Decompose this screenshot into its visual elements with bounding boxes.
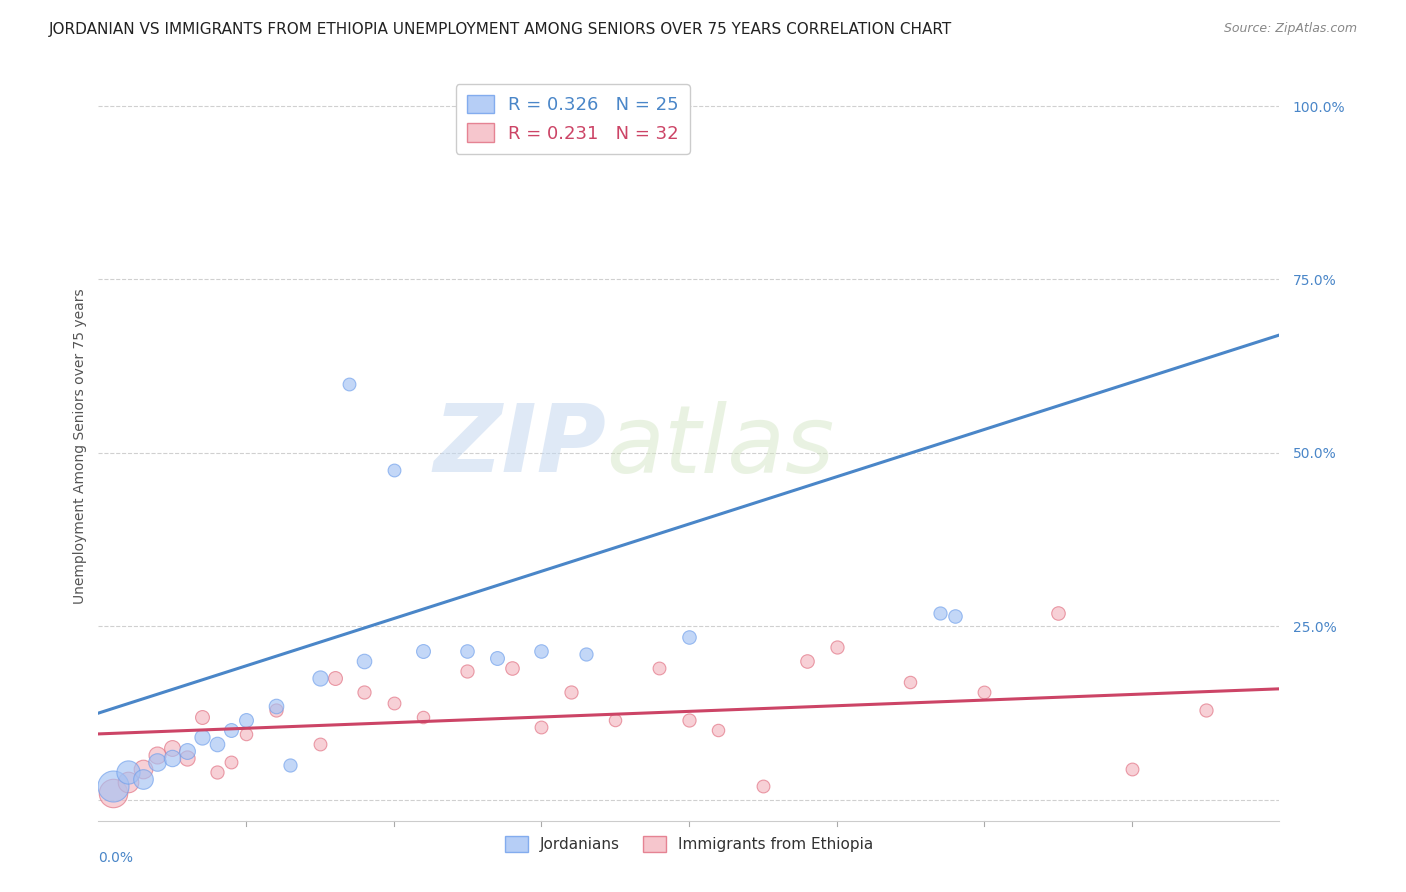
- Point: [560, 685, 582, 699]
- Point: [176, 744, 198, 758]
- Text: JORDANIAN VS IMMIGRANTS FROM ETHIOPIA UNEMPLOYMENT AMONG SENIORS OVER 75 YEARS C: JORDANIAN VS IMMIGRANTS FROM ETHIOPIA UN…: [49, 22, 952, 37]
- Point: [796, 654, 818, 668]
- Point: [339, 376, 361, 391]
- Point: [176, 751, 198, 765]
- Point: [221, 723, 243, 738]
- Point: [191, 731, 214, 745]
- Point: [1121, 762, 1143, 776]
- Point: [1046, 606, 1070, 620]
- Point: [323, 672, 346, 686]
- Point: [412, 643, 434, 657]
- Point: [309, 737, 332, 751]
- Point: [117, 765, 139, 780]
- Text: ZIP: ZIP: [433, 400, 606, 492]
- Point: [191, 709, 214, 723]
- Text: Source: ZipAtlas.com: Source: ZipAtlas.com: [1223, 22, 1357, 36]
- Point: [162, 751, 183, 765]
- Point: [752, 779, 775, 793]
- Y-axis label: Unemployment Among Seniors over 75 years: Unemployment Among Seniors over 75 years: [73, 288, 87, 604]
- Point: [575, 647, 598, 661]
- Point: [707, 723, 730, 738]
- Point: [530, 720, 553, 734]
- Point: [501, 661, 523, 675]
- Point: [162, 740, 183, 755]
- Point: [678, 630, 700, 644]
- Point: [973, 685, 995, 699]
- Text: atlas: atlas: [606, 401, 835, 491]
- Point: [205, 765, 228, 780]
- Point: [1195, 703, 1218, 717]
- Point: [309, 672, 332, 686]
- Point: [382, 463, 405, 477]
- Point: [825, 640, 848, 655]
- Point: [132, 772, 155, 786]
- Point: [678, 713, 700, 727]
- Point: [900, 674, 922, 689]
- Point: [146, 747, 169, 762]
- Point: [103, 786, 125, 800]
- Point: [648, 661, 671, 675]
- Point: [412, 709, 434, 723]
- Point: [530, 643, 553, 657]
- Legend: Jordanians, Immigrants from Ethiopia: Jordanians, Immigrants from Ethiopia: [499, 830, 879, 858]
- Point: [280, 758, 302, 772]
- Point: [221, 755, 243, 769]
- Point: [235, 727, 257, 741]
- Point: [353, 685, 375, 699]
- Point: [457, 643, 479, 657]
- Point: [146, 755, 169, 769]
- Point: [457, 665, 479, 679]
- Point: [205, 737, 228, 751]
- Point: [264, 703, 287, 717]
- Point: [235, 713, 257, 727]
- Point: [929, 606, 952, 620]
- Point: [132, 762, 155, 776]
- Point: [486, 650, 509, 665]
- Point: [353, 654, 375, 668]
- Text: 0.0%: 0.0%: [98, 851, 134, 864]
- Point: [530, 99, 553, 113]
- Point: [103, 779, 125, 793]
- Point: [264, 699, 287, 714]
- Point: [382, 696, 405, 710]
- Point: [117, 775, 139, 789]
- Point: [605, 713, 627, 727]
- Point: [943, 609, 966, 624]
